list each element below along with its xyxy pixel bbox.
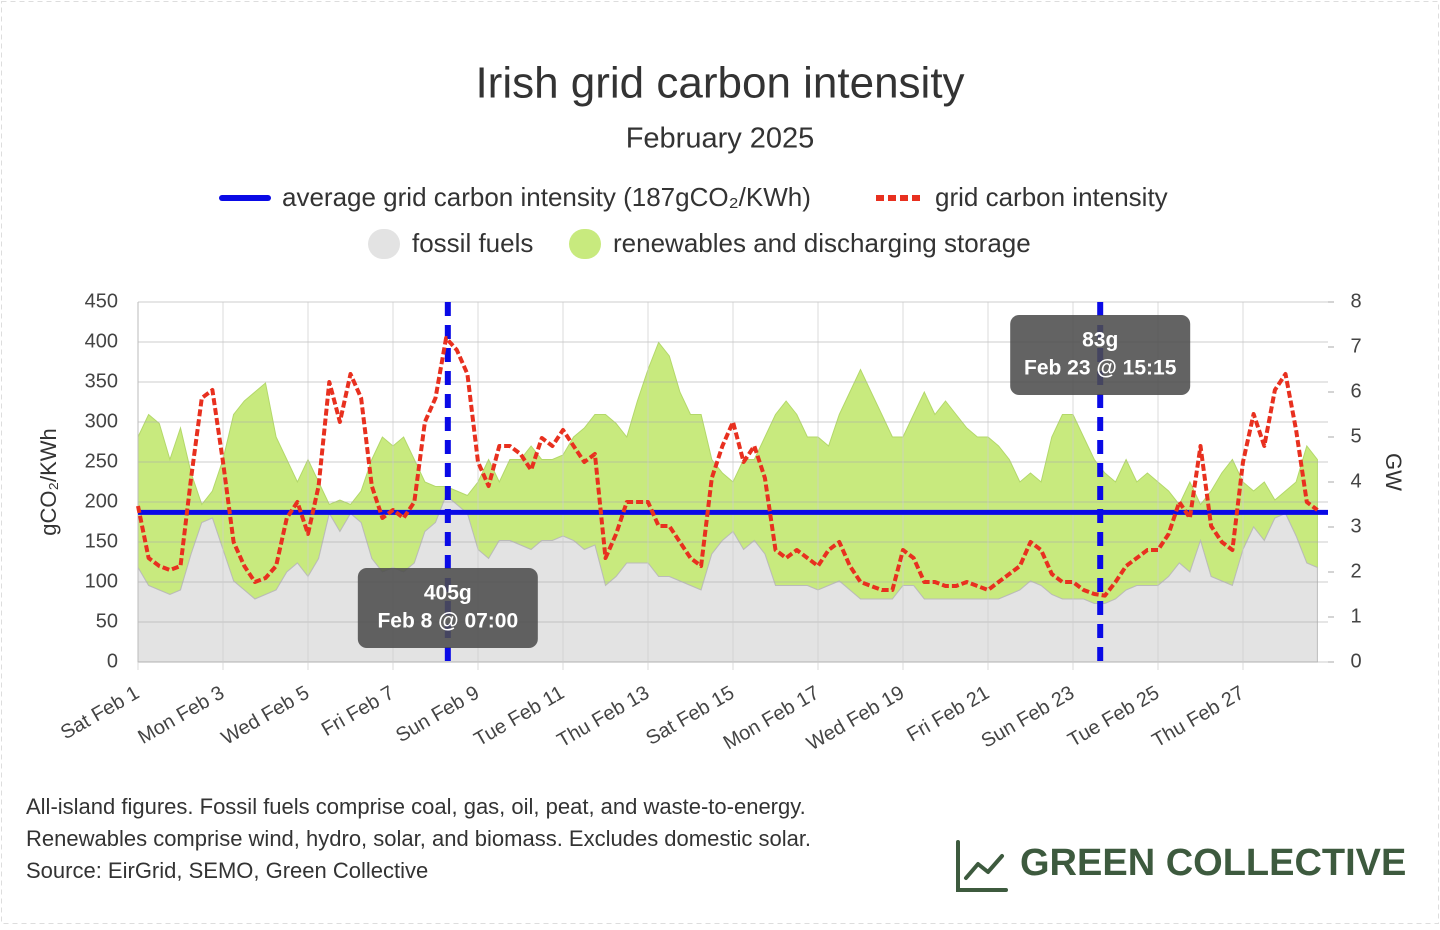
y2-tick-label: 1 <box>1350 605 1361 627</box>
legend-swatch <box>368 229 400 259</box>
footnote: All-island figures. Fossil fuels compris… <box>26 794 811 883</box>
y2-tick-label: 5 <box>1350 425 1361 447</box>
y2-tick-label: 3 <box>1350 515 1361 537</box>
annotation-box <box>357 568 538 648</box>
y-tick-label: 150 <box>85 530 118 552</box>
annotation-date: Feb 8 @ 07:00 <box>377 610 518 633</box>
y-tick-label: 0 <box>107 650 118 672</box>
legend-label: renewables and discharging storage <box>613 228 1031 258</box>
y2-tick-label: 6 <box>1350 380 1361 402</box>
y2-tick-label: 2 <box>1350 560 1361 582</box>
legend: average grid carbon intensity (187gCO₂/K… <box>219 182 1168 259</box>
y-tick-label: 450 <box>85 290 118 312</box>
y-tick-label: 300 <box>85 410 118 432</box>
footnote-line: All-island figures. Fossil fuels compris… <box>26 794 806 819</box>
y2-tick-label: 7 <box>1350 335 1361 357</box>
annotation: 405g Feb 8 @ 07:00 <box>357 568 538 648</box>
legend-swatch <box>569 229 601 259</box>
y-tick-label: 200 <box>85 490 118 512</box>
y-tick-label: 400 <box>85 330 118 352</box>
y2-axis-label: GW <box>1381 453 1406 491</box>
intensity-line <box>136 336 1319 598</box>
annotation: 83g Feb 23 @ 15:15 <box>1010 315 1191 395</box>
logo-icon <box>964 854 1004 880</box>
footnote-line: Renewables comprise wind, hydro, solar, … <box>26 826 811 851</box>
y-tick-label: 250 <box>85 450 118 472</box>
y2-tick-label: 0 <box>1350 650 1361 672</box>
logo-icon <box>956 840 1008 892</box>
y2-tick-label: 4 <box>1350 470 1361 492</box>
annotation-box <box>1010 315 1191 395</box>
legend-label: fossil fuels <box>412 228 533 258</box>
y-tick-label: 100 <box>85 570 118 592</box>
annotation-date: Feb 23 @ 15:15 <box>1024 357 1177 380</box>
chart-title: Irish grid carbon intensity <box>475 59 964 108</box>
y-tick-label: 350 <box>85 370 118 392</box>
y-tick-label: 50 <box>96 610 118 632</box>
y-axis-label: gCO₂/KWh <box>36 428 61 536</box>
legend-label: average grid carbon intensity (187gCO₂/K… <box>282 182 811 212</box>
footnote-line: Source: EirGrid, SEMO, Green Collective <box>26 858 428 883</box>
legend-label: grid carbon intensity <box>935 182 1168 212</box>
annotation-value: 405g <box>424 582 472 605</box>
logo-text: GREEN COLLECTIVE <box>1020 842 1406 884</box>
y2-tick-label: 8 <box>1350 290 1361 312</box>
annotation-value: 83g <box>1082 329 1118 352</box>
logo: GREEN COLLECTIVE <box>956 840 1406 892</box>
chart-subtitle: February 2025 <box>626 123 815 155</box>
